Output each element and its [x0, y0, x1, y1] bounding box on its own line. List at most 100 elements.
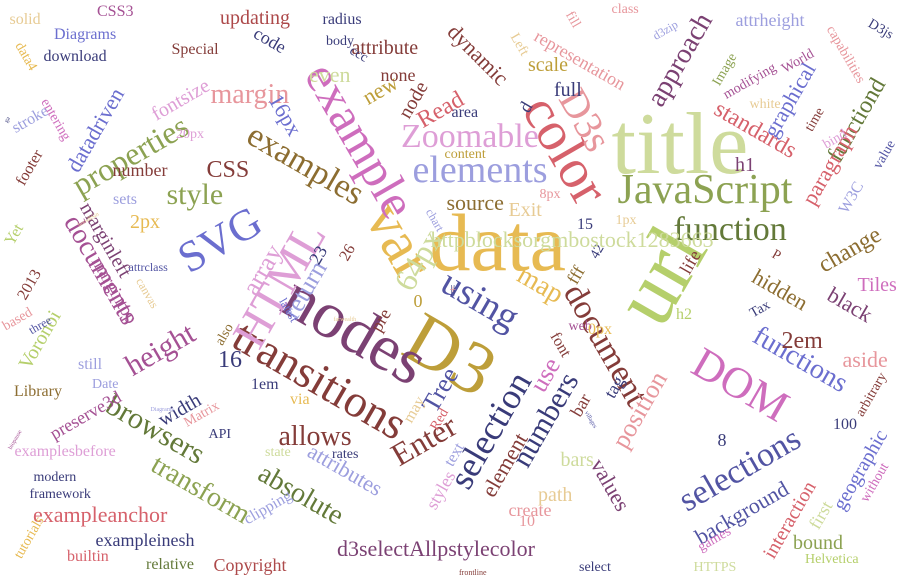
word-2em: 2em — [781, 328, 823, 354]
word-data4: data4 — [11, 39, 40, 74]
word-value: value — [870, 137, 899, 172]
word-still: still — [78, 356, 103, 373]
word-via: via — [290, 391, 310, 408]
word-date: Date — [92, 377, 119, 392]
word-body: body — [326, 34, 354, 49]
word-tax: Tax — [746, 297, 773, 322]
word-none: none — [380, 65, 416, 85]
word-dynamic: dynamic — [442, 19, 514, 91]
word-exit: Exit — [508, 199, 542, 221]
word-elements: elements — [412, 149, 548, 191]
word-https: HTTPS — [693, 560, 737, 575]
word-10: 10 — [519, 513, 535, 530]
word-download: download — [43, 48, 107, 65]
word-left: Left — [506, 30, 531, 59]
word-font: font — [546, 329, 575, 361]
word-farwealth: farwealth — [333, 317, 357, 323]
word-exampleanchor: exampleanchor — [33, 502, 168, 527]
word-relative: relative — [146, 556, 194, 573]
word-0px: 0px — [588, 321, 612, 338]
word-exampleinesh: exampleinesh — [95, 530, 195, 550]
word-2px: 2px — [130, 211, 160, 233]
word-copyright: Copyright — [213, 555, 287, 575]
word-scale: scale — [528, 54, 568, 76]
word-area: area — [451, 104, 479, 121]
word-time: time — [801, 105, 828, 135]
word-20px: 20px — [176, 127, 204, 142]
word-margin: margin — [210, 79, 290, 110]
word-diagrams: Diagrams — [54, 26, 117, 43]
word-data: data — [429, 197, 567, 288]
word-full: full — [554, 79, 582, 101]
word-h2: h2 — [676, 306, 692, 323]
word-height: height — [119, 316, 201, 383]
word-source: source — [446, 190, 504, 215]
word-styles: styles — [421, 467, 459, 513]
word-d3selectallpstylecolor: d3selectAllpstylecolor — [337, 536, 535, 561]
word-css: CSS — [206, 157, 250, 183]
word-rates: rates — [332, 447, 359, 462]
word-frontline: frontline — [459, 568, 487, 577]
word-zoomable: Zoomable — [401, 118, 539, 155]
word-api: API — [208, 427, 232, 442]
word-bound: bound — [793, 532, 843, 554]
word-100: 100 — [833, 416, 857, 433]
word-fill: fill — [562, 8, 584, 31]
word-style: style — [166, 178, 224, 211]
word-create: create — [508, 500, 552, 520]
word-footer: footer — [12, 146, 47, 189]
word-sets: sets — [113, 191, 137, 208]
word-allows: allows — [278, 421, 352, 452]
word-number: number — [112, 160, 168, 180]
word-white: white — [749, 97, 781, 112]
word-symbol: + — [449, 282, 457, 296]
word-tiles: Tiles — [857, 274, 897, 296]
word-h1: h1 — [735, 154, 755, 176]
word-helvetica: Helvetica — [805, 552, 859, 567]
word-path: path — [538, 484, 573, 506]
word-state: state — [265, 445, 291, 460]
word-solid: solid — [9, 11, 41, 28]
word-arbitrary: arbitrary — [853, 370, 891, 420]
word-d3js: D3js — [865, 16, 896, 43]
word-1em: 1em — [251, 376, 279, 393]
word-content: content — [444, 147, 486, 162]
word-change: change — [814, 221, 886, 279]
word-radius: radius — [322, 11, 362, 28]
word-web: web — [568, 319, 592, 334]
word-2013: 2013 — [14, 266, 45, 303]
word-framework: framework — [29, 487, 91, 502]
word-capabilities: capabilities — [822, 23, 868, 87]
word-16: 16 — [218, 347, 242, 373]
word-1px: 1px — [615, 213, 637, 228]
word-diagrams: Diagrams — [150, 407, 174, 413]
word-special: Special — [171, 41, 219, 58]
word-class: class — [611, 2, 639, 17]
word-tutorials: tutorials — [11, 514, 48, 562]
word-15: 15 — [577, 216, 593, 233]
word-builtin: builtin — [67, 548, 109, 565]
word-w3c: W3C — [835, 178, 868, 217]
word-httpblocksorgmbostock1283663: httpblocksorgmbostock1283663 — [430, 227, 714, 252]
word-26: 26 — [336, 241, 359, 264]
word-function: function — [673, 211, 787, 248]
word-attribute: attribute — [351, 37, 419, 59]
word-attrclass: attrclass — [128, 260, 168, 274]
word-examplesbefore: examplesbefore — [14, 443, 116, 460]
word-villages: villages — [582, 410, 598, 430]
word-8px: 8px — [539, 187, 561, 202]
word-even: even — [309, 62, 351, 87]
word-javascript: JavaScript — [617, 167, 793, 213]
word-symbol: || — [450, 282, 456, 296]
word-aside: aside — [842, 347, 888, 372]
word-8: 8 — [717, 430, 727, 450]
word-0: 0 — [413, 291, 423, 311]
word-library: Library — [14, 383, 62, 400]
word-select: select — [579, 560, 611, 575]
word-updating: updating — [220, 7, 290, 29]
word-modern: modern — [33, 470, 77, 485]
word-p: P — [769, 247, 784, 265]
word-bars: bars — [560, 449, 594, 471]
word-title: title — [611, 96, 749, 193]
